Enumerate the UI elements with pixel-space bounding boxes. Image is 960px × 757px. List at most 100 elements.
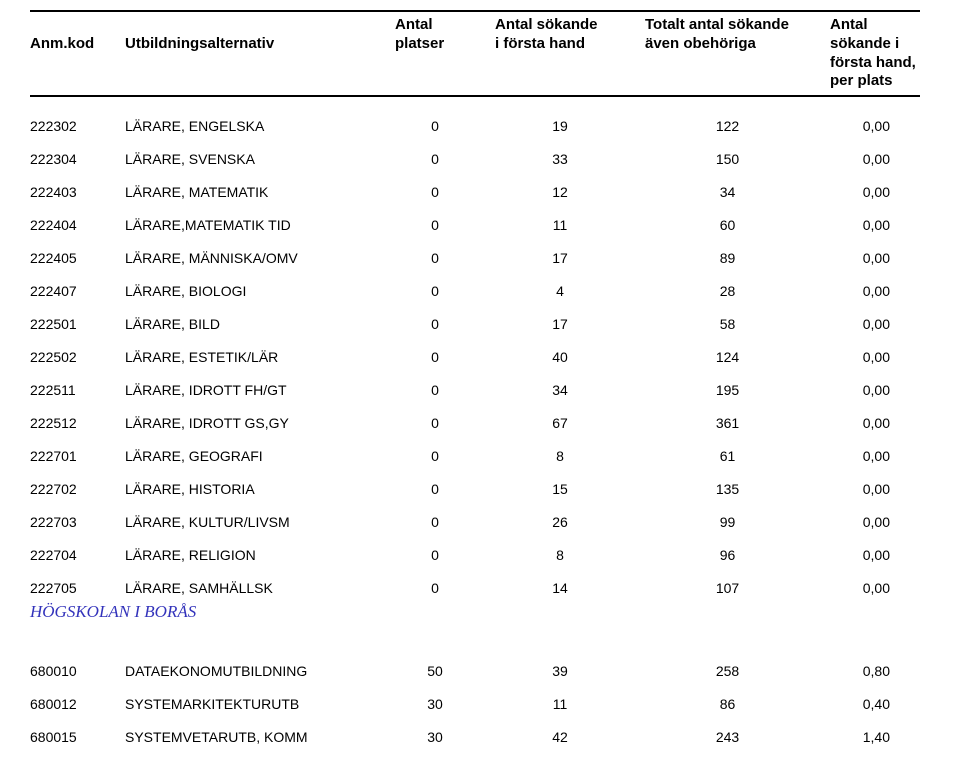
cell-per-plats: 0,80 xyxy=(830,663,920,679)
cell-antal-platser: 0 xyxy=(395,547,475,563)
section-label: HÖGSKOLAN I BORÅS xyxy=(30,602,920,640)
cell-antal-platser: 0 xyxy=(395,382,475,398)
header-first-line2: i första hand xyxy=(495,35,625,54)
cell-antal-platser: 0 xyxy=(395,250,475,266)
cell-name: LÄRARE, GEOGRAFI xyxy=(125,448,395,464)
table-row: 680010DATAEKONOMUTBILDNING50392580,80 xyxy=(30,654,920,687)
cell-name: LÄRARE, SAMHÄLLSK xyxy=(125,580,395,596)
header-col-first: Antal sökande i första hand xyxy=(495,16,625,91)
cell-name: LÄRARE, KULTUR/LIVSM xyxy=(125,514,395,530)
cell-per-plats: 0,00 xyxy=(830,514,920,530)
cell-forsta-hand: 15 xyxy=(495,481,625,497)
table-row: 222512LÄRARE, IDROTT GS,GY0673610,00 xyxy=(30,406,920,439)
cell-antal-platser: 50 xyxy=(395,663,475,679)
cell-name: LÄRARE, ENGELSKA xyxy=(125,118,395,134)
cell-per-plats: 0,00 xyxy=(830,184,920,200)
cell-code: 680010 xyxy=(30,663,125,679)
cell-totalt: 86 xyxy=(645,696,810,712)
cell-totalt: 243 xyxy=(645,729,810,745)
cell-name: SYSTEMVETARUTB, KOMM xyxy=(125,729,395,745)
cell-forsta-hand: 4 xyxy=(495,283,625,299)
cell-antal-platser: 0 xyxy=(395,580,475,596)
cell-forsta-hand: 8 xyxy=(495,547,625,563)
table-row: 222407LÄRARE, BIOLOGI04280,00 xyxy=(30,274,920,307)
cell-name: LÄRARE, RELIGION xyxy=(125,547,395,563)
cell-per-plats: 0,00 xyxy=(830,151,920,167)
cell-forsta-hand: 12 xyxy=(495,184,625,200)
header-col-antal: Antal platser xyxy=(395,16,475,91)
cell-per-plats: 0,00 xyxy=(830,250,920,266)
table-row: 222705LÄRARE, SAMHÄLLSK0 14 107 0,00 xyxy=(30,571,920,604)
cell-forsta-hand: 42 xyxy=(495,729,625,745)
cell-per-plats: 0,00 xyxy=(830,217,920,233)
cell-per-plats: 0,00 xyxy=(830,382,920,398)
cell-name: DATAEKONOMUTBILDNING xyxy=(125,663,395,679)
cell-antal-platser: 0 xyxy=(395,316,475,332)
table-row: 222304LÄRARE, SVENSKA0331500,00 xyxy=(30,142,920,175)
cell-per-plats: 0,00 xyxy=(830,580,920,596)
cell-code: 222405 xyxy=(30,250,125,266)
table-row: 222702LÄRARE, HISTORIA0151350,00 xyxy=(30,472,920,505)
cell-totalt: 96 xyxy=(645,547,810,563)
section-gap xyxy=(30,640,920,654)
table-header: Anm.kod Utbildningsalternativ Antal plat… xyxy=(30,10,920,97)
cell-forsta-hand: 26 xyxy=(495,514,625,530)
header-antal-line1: Antal xyxy=(395,16,475,35)
header-name-label: Utbildningsalternativ xyxy=(125,35,395,54)
cell-per-plats: 0,00 xyxy=(830,481,920,497)
cell-forsta-hand: 34 xyxy=(495,382,625,398)
cell-code: 222702 xyxy=(30,481,125,497)
header-spacer xyxy=(30,16,125,35)
header-antal-line2: platser xyxy=(395,35,475,54)
cell-code: 222703 xyxy=(30,514,125,530)
cell-antal-platser: 0 xyxy=(395,151,475,167)
table-row: 222302LÄRARE, ENGELSKA0191220,00 xyxy=(30,109,920,142)
header-total-line2: även obehöriga xyxy=(645,35,810,54)
cell-antal-platser: 0 xyxy=(395,217,475,233)
cell-antal-platser: 0 xyxy=(395,349,475,365)
cell-per-plats: 0,00 xyxy=(830,448,920,464)
cell-antal-platser: 0 xyxy=(395,448,475,464)
cell-name: LÄRARE,MATEMATIK TID xyxy=(125,217,395,233)
cell-totalt: 258 xyxy=(645,663,810,679)
cell-per-plats: 0,00 xyxy=(830,349,920,365)
header-code-label: Anm.kod xyxy=(30,35,125,54)
header-col-per: Antal sökande i första hand, per plats xyxy=(830,16,920,91)
cell-forsta-hand: 14 xyxy=(495,580,625,596)
table-row: 222405LÄRARE, MÄNNISKA/OMV017890,00 xyxy=(30,241,920,274)
cell-code: 222302 xyxy=(30,118,125,134)
cell-forsta-hand: 17 xyxy=(495,316,625,332)
cell-code: 222502 xyxy=(30,349,125,365)
cell-forsta-hand: 40 xyxy=(495,349,625,365)
cell-code: 222304 xyxy=(30,151,125,167)
cell-antal-platser: 0 xyxy=(395,514,475,530)
cell-code: 222705 xyxy=(30,580,125,596)
table-row: 222502LÄRARE, ESTETIK/LÄR0401240,00 xyxy=(30,340,920,373)
cell-code: 222404 xyxy=(30,217,125,233)
table-row: 222704LÄRARE, RELIGION0 8 96 0,00 xyxy=(30,538,920,571)
cell-totalt: 135 xyxy=(645,481,810,497)
table-row: 222701LÄRARE, GEOGRAFI08610,00 xyxy=(30,439,920,472)
cell-totalt: 107 xyxy=(645,580,810,596)
cell-per-plats: 0,00 xyxy=(830,316,920,332)
table-row: 680015SYSTEMVETARUTB, KOMM30422431,40 xyxy=(30,720,920,753)
header-total-line1: Totalt antal sökande xyxy=(645,16,810,35)
cell-totalt: 361 xyxy=(645,415,810,431)
cell-totalt: 195 xyxy=(645,382,810,398)
table-row: 222703LÄRARE, KULTUR/LIVSM0 26 99 0,00 xyxy=(30,505,920,538)
cell-code: 222704 xyxy=(30,547,125,563)
cell-per-plats: 0,00 xyxy=(830,415,920,431)
cell-per-plats: 0,00 xyxy=(830,547,920,563)
table-row: 222404LÄRARE,MATEMATIK TID011600,00 xyxy=(30,208,920,241)
cell-antal-platser: 30 xyxy=(395,729,475,745)
header-first-line1: Antal sökande xyxy=(495,16,625,35)
cell-name: SYSTEMARKITEKTURUTB xyxy=(125,696,395,712)
cell-code: 680015 xyxy=(30,729,125,745)
table-row: 222501LÄRARE, BILD017580,00 xyxy=(30,307,920,340)
page: Anm.kod Utbildningsalternativ Antal plat… xyxy=(0,0,960,757)
cell-antal-platser: 0 xyxy=(395,481,475,497)
table-row: 222511LÄRARE, IDROTT FH/GT0341950,00 xyxy=(30,373,920,406)
cell-totalt: 99 xyxy=(645,514,810,530)
cell-totalt: 28 xyxy=(645,283,810,299)
table-body: 222302LÄRARE, ENGELSKA0191220,00 222304 LÄ… xyxy=(30,109,920,604)
